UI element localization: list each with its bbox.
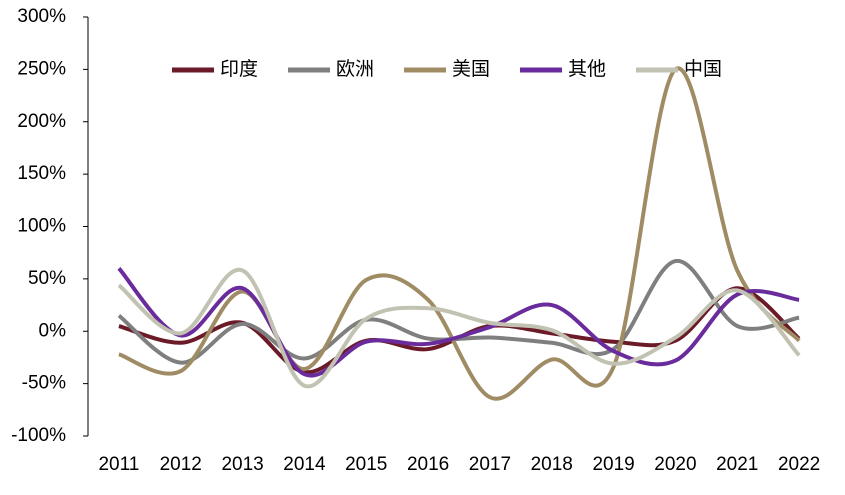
y-tick-label: -100% [11, 425, 66, 446]
y-tick-label: -50% [22, 373, 66, 394]
y-tick-label: 150% [17, 163, 66, 184]
x-tick-label: 2015 [345, 454, 387, 475]
y-tick-label: 300% [17, 6, 66, 27]
x-tick-label: 2016 [407, 454, 449, 475]
y-tick-label: 200% [17, 111, 66, 132]
x-tick-label: 2017 [469, 454, 511, 475]
legend-label: 欧洲 [336, 58, 374, 80]
y-tick-label: 100% [17, 216, 66, 237]
series-line [117, 267, 800, 378]
legend-label: 印度 [220, 58, 258, 80]
legend-label: 美国 [452, 58, 490, 80]
x-tick-label: 2021 [716, 454, 758, 475]
x-tick-label: 2011 [98, 454, 139, 475]
series-line [117, 267, 801, 389]
x-tick-label: 2022 [778, 454, 820, 475]
legend-label: 其他 [568, 58, 606, 80]
y-tick-label: 50% [28, 268, 66, 289]
legend-label: 中国 [684, 58, 722, 80]
x-tick-label: 2012 [160, 454, 202, 475]
x-tick-label: 2020 [654, 454, 696, 475]
y-tick-label: 0% [39, 320, 67, 341]
y-tick-label: 250% [17, 58, 66, 79]
x-tick-label: 2014 [283, 454, 326, 475]
series-line [118, 66, 801, 401]
x-tick-label: 2013 [221, 454, 263, 475]
x-tick-label: 2018 [531, 454, 573, 475]
x-tick-label: 2019 [592, 454, 634, 475]
